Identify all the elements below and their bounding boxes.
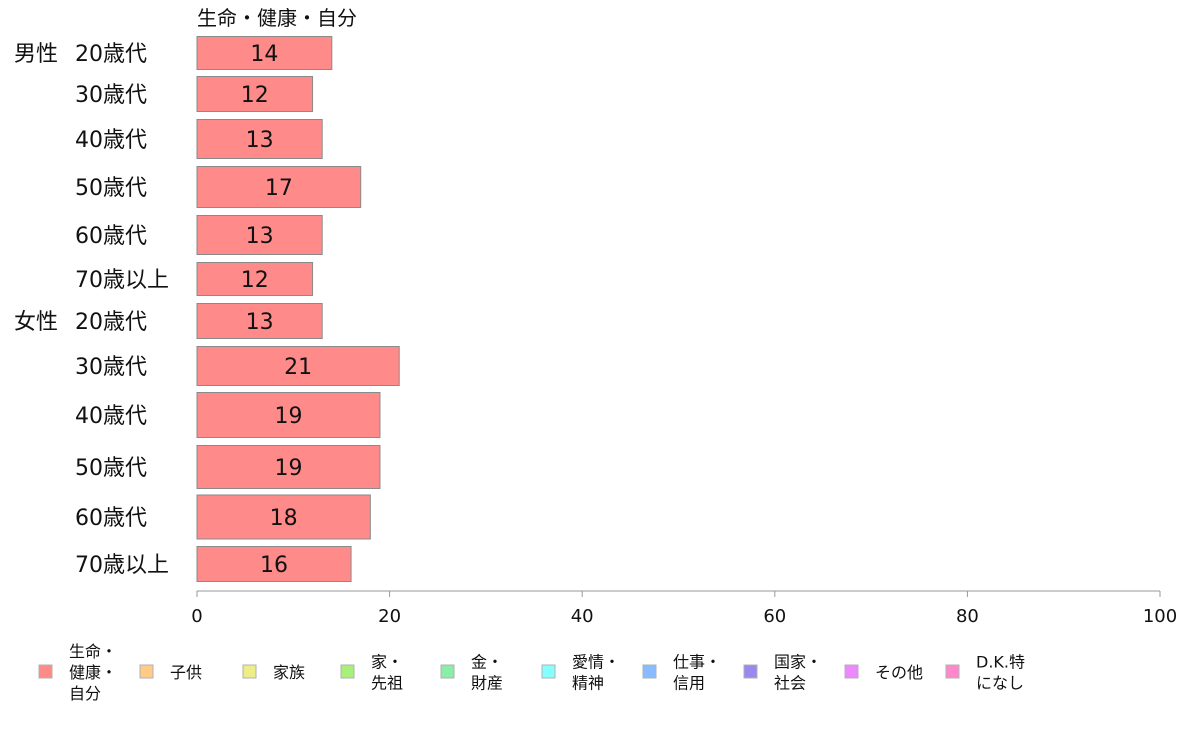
legend-swatch (844, 664, 859, 679)
bar (196, 262, 314, 296)
category-label: 20歳代 (75, 310, 147, 335)
legend-label: 仕事・ (673, 653, 721, 672)
legend-swatch (139, 664, 154, 679)
bar-value-label: 13 (246, 310, 274, 335)
legend-label: 子供 (170, 663, 202, 682)
legend-label: 先祖 (371, 674, 403, 693)
bar (196, 36, 333, 70)
legend-label: 家族 (273, 663, 305, 682)
legend-label: 生命・ (69, 642, 117, 661)
legend-label: 家・ (371, 653, 403, 672)
category-label: 30歳代 (75, 83, 147, 108)
category-label: 20歳代 (75, 42, 147, 67)
bar (196, 166, 362, 208)
legend-swatch (743, 664, 758, 679)
category-label: 50歳代 (75, 176, 147, 201)
bar-value-label: 12 (241, 83, 269, 108)
bar-value-label: 13 (246, 128, 274, 153)
legend-swatch (642, 664, 657, 679)
bar-value-label: 19 (274, 404, 302, 429)
legend-label: 信用 (673, 674, 705, 693)
bar (196, 76, 314, 112)
bar (196, 392, 381, 438)
legend-swatch (541, 664, 556, 679)
category-label: 70歳以上 (75, 553, 169, 578)
category-label: 60歳代 (75, 506, 147, 531)
x-tick-label: 100 (1143, 606, 1177, 627)
legend-swatch (440, 664, 455, 679)
category-group-label: 女性 (14, 310, 58, 335)
x-tick-label: 40 (571, 606, 594, 627)
bar (196, 215, 323, 255)
x-tick-label: 60 (763, 606, 786, 627)
x-tick-label: 0 (191, 606, 202, 627)
bar-value-label: 21 (284, 355, 312, 380)
bar-value-label: 18 (270, 506, 298, 531)
legend-label: D.K.特 (976, 653, 1025, 672)
bar-value-label: 19 (274, 456, 302, 481)
category-label: 60歳代 (75, 224, 147, 249)
category-label: 30歳代 (75, 355, 147, 380)
category-group-label: 男性 (14, 42, 58, 67)
bar (196, 494, 371, 540)
category-label: 70歳以上 (75, 268, 169, 293)
legend-label: 財産 (471, 674, 503, 693)
legend-label: 国家・ (774, 653, 822, 672)
bar-value-label: 13 (246, 224, 274, 249)
bar (196, 346, 400, 386)
bar (196, 119, 323, 159)
legend-label: その他 (875, 663, 923, 682)
legend-label: 愛情・ (572, 653, 620, 672)
bar (196, 445, 381, 489)
bar-value-label: 12 (241, 268, 269, 293)
legend-label: 精神 (572, 674, 604, 693)
legend-swatch (340, 664, 355, 679)
bar-value-label: 14 (250, 42, 278, 67)
category-label: 40歳代 (75, 404, 147, 429)
x-tick-label: 20 (378, 606, 401, 627)
legend-swatch (945, 664, 960, 679)
legend-swatch (242, 664, 257, 679)
legend-label: 自分 (69, 684, 101, 703)
legend-label: 金・ (471, 653, 503, 672)
bar (196, 546, 352, 582)
legend-label: 社会 (774, 674, 806, 693)
legend-label: になし (976, 674, 1024, 693)
bar (196, 303, 323, 339)
bar-value-label: 17 (265, 176, 293, 201)
category-label: 50歳代 (75, 456, 147, 481)
series-header: 生命・健康・自分 (197, 6, 357, 30)
category-label: 40歳代 (75, 128, 147, 153)
legend-swatch (38, 664, 53, 679)
bar-value-label: 16 (260, 553, 288, 578)
legend-label: 健康・ (69, 663, 117, 682)
x-tick-label: 80 (956, 606, 979, 627)
